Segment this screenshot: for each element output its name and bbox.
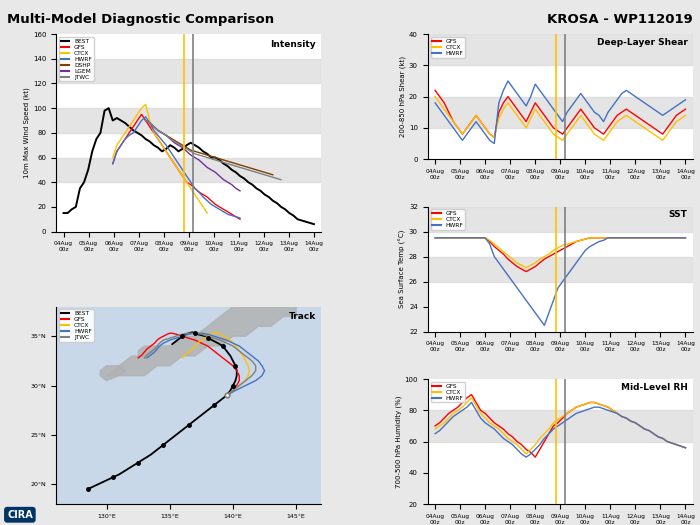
Text: CIRA: CIRA: [7, 510, 33, 520]
Bar: [428, 410, 693, 442]
Text: Multi-Model Diagnostic Comparison: Multi-Model Diagnostic Comparison: [7, 13, 274, 26]
Text: Deep-Layer Shear: Deep-Layer Shear: [597, 38, 687, 47]
Legend: BEST, GFS, CTCX, HWRF, JTWC: BEST, GFS, CTCX, HWRF, JTWC: [59, 310, 94, 342]
Legend: GFS, CTCX, HWRF: GFS, CTCX, HWRF: [430, 382, 466, 403]
Bar: [428, 257, 693, 281]
Legend: GFS, CTCX, HWRF: GFS, CTCX, HWRF: [430, 209, 466, 230]
Text: Mid-Level RH: Mid-Level RH: [621, 383, 687, 392]
Polygon shape: [100, 366, 125, 381]
Text: KROSA - WP112019: KROSA - WP112019: [547, 13, 693, 26]
Polygon shape: [106, 307, 296, 376]
Legend: BEST, GFS, CTCX, HWRF, DSHP, LGEM, JTWC: BEST, GFS, CTCX, HWRF, DSHP, LGEM, JTWC: [59, 37, 94, 81]
Legend: GFS, CTCX, HWRF: GFS, CTCX, HWRF: [430, 37, 466, 58]
Polygon shape: [138, 346, 157, 356]
Text: Intensity: Intensity: [270, 40, 316, 49]
Bar: [428, 34, 693, 66]
Y-axis label: 200-850 hPa Shear (kt): 200-850 hPa Shear (kt): [400, 56, 406, 137]
Text: Track: Track: [289, 312, 316, 321]
Bar: [56, 158, 321, 182]
Y-axis label: 700-500 hPa Humidity (%): 700-500 hPa Humidity (%): [395, 395, 402, 488]
Y-axis label: Sea Surface Temp (°C): Sea Surface Temp (°C): [399, 230, 406, 308]
Y-axis label: 10m Max Wind Speed (kt): 10m Max Wind Speed (kt): [24, 88, 30, 178]
Text: SST: SST: [668, 211, 687, 219]
Bar: [56, 108, 321, 133]
Bar: [56, 59, 321, 83]
Bar: [428, 97, 693, 128]
Bar: [428, 206, 693, 232]
